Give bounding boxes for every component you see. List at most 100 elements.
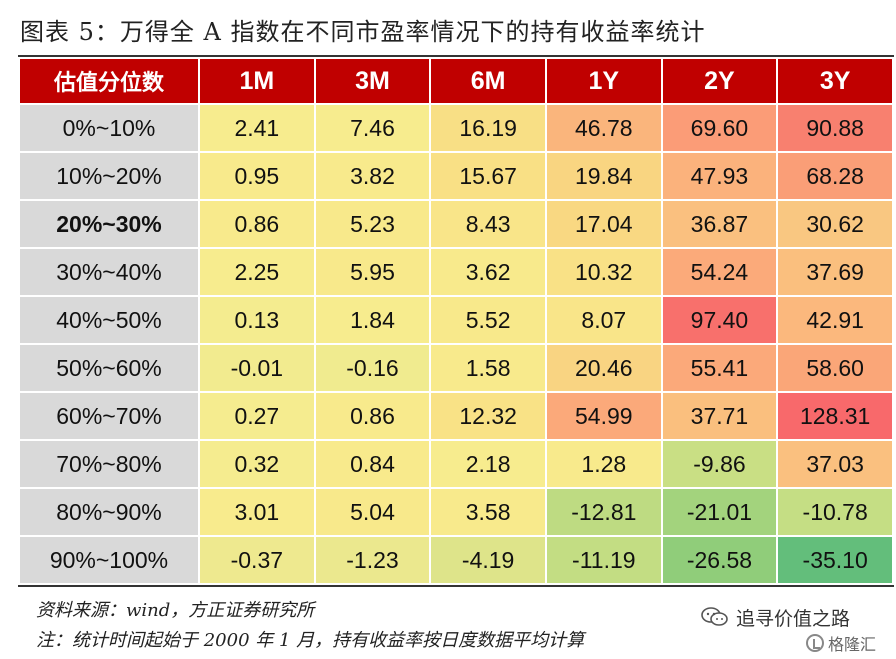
return-cell: 46.78: [544, 103, 663, 153]
return-cell: 7.46: [313, 103, 432, 153]
return-cell: 3.82: [313, 151, 432, 201]
return-cell: 30.62: [776, 199, 894, 249]
return-cell: 47.93: [660, 151, 779, 201]
row-label: 30%~40%: [18, 247, 200, 297]
return-cell: 58.60: [776, 343, 894, 393]
return-cell: 37.69: [776, 247, 894, 297]
table-row: 0%~10% 2.41 7.46 16.19 46.78 69.60 90.88: [18, 103, 894, 153]
return-cell: 128.31: [776, 391, 894, 441]
return-cell: 17.04: [544, 199, 663, 249]
return-cell: 1.58: [429, 343, 547, 393]
pe-return-table: 估值分位数 1M 3M 6M 1Y 2Y 3Y 0%~10% 2.41 7.46 16…: [18, 57, 894, 585]
return-cell: -10.78: [776, 487, 894, 537]
return-cell: 2.18: [429, 439, 547, 489]
return-cell: -1.23: [313, 535, 432, 585]
return-cell: 2.41: [198, 103, 316, 153]
return-cell: 0.32: [198, 439, 316, 489]
return-cell: -0.01: [198, 343, 316, 393]
table-bottom-rule: [18, 585, 894, 587]
return-cell: 8.43: [429, 199, 547, 249]
table-row: 20%~30% 0.86 5.23 8.43 17.04 36.87 30.62: [18, 199, 894, 249]
row-label: 90%~100%: [18, 535, 200, 585]
return-cell: 69.60: [660, 103, 779, 153]
return-cell: 12.32: [429, 391, 547, 441]
header-2y: 2Y: [660, 57, 779, 105]
return-cell: 10.32: [544, 247, 663, 297]
return-cell: 8.07: [544, 295, 663, 345]
return-cell: -0.16: [313, 343, 432, 393]
header-1m: 1M: [198, 57, 316, 105]
return-cell: -4.19: [429, 535, 547, 585]
return-cell: 0.86: [198, 199, 316, 249]
table-row: 40%~50% 0.13 1.84 5.52 8.07 97.40 42.91: [18, 295, 894, 345]
wechat-icon: [701, 607, 728, 626]
return-cell: 3.58: [429, 487, 547, 537]
row-label: 0%~10%: [18, 103, 200, 153]
return-cell: 5.23: [313, 199, 432, 249]
return-cell: 15.67: [429, 151, 547, 201]
return-cell: 55.41: [660, 343, 779, 393]
return-cell: 0.84: [313, 439, 432, 489]
figure-title: 图表 5：万得全 A 指数在不同市盈率情况下的持有收益率统计: [20, 18, 706, 46]
return-cell: 5.04: [313, 487, 432, 537]
row-label: 40%~50%: [18, 295, 200, 345]
wechat-watermark: 追寻价值之路: [700, 604, 850, 630]
source-note: 资料来源：wind，方正证券研究所: [36, 600, 315, 621]
return-cell: 97.40: [660, 295, 779, 345]
row-label: 50%~60%: [18, 343, 200, 393]
return-cell: -9.86: [660, 439, 779, 489]
return-cell: 68.28: [776, 151, 894, 201]
return-cell: 54.24: [660, 247, 779, 297]
table-body: 0%~10% 2.41 7.46 16.19 46.78 69.60 90.88 10%~20…: [18, 103, 894, 585]
table-row: 80%~90% 3.01 5.04 3.58 -12.81 -21.01 -10.78: [18, 487, 894, 537]
return-cell: 5.52: [429, 295, 547, 345]
return-cell: 37.71: [660, 391, 779, 441]
remark-note: 注：统计时间起始于 2000 年 1 月，持有收益率按日度数据平均计算: [36, 630, 585, 651]
row-label: 20%~30%: [18, 199, 200, 249]
gelonghui-logo-icon: [806, 634, 824, 652]
header-1y: 1Y: [544, 57, 663, 105]
header-valuation-percentile: 估值分位数: [18, 57, 200, 105]
return-cell: 54.99: [544, 391, 663, 441]
return-cell: 36.87: [660, 199, 779, 249]
return-cell: 1.84: [313, 295, 432, 345]
return-cell: -12.81: [544, 487, 663, 537]
return-cell: 0.86: [313, 391, 432, 441]
return-cell: -21.01: [660, 487, 779, 537]
return-cell: 0.27: [198, 391, 316, 441]
return-cell: -35.10: [776, 535, 894, 585]
return-cell: 5.95: [313, 247, 432, 297]
header-6m: 6M: [429, 57, 547, 105]
return-cell: 1.28: [544, 439, 663, 489]
table-row: 30%~40% 2.25 5.95 3.62 10.32 54.24 37.69: [18, 247, 894, 297]
return-cell: 0.13: [198, 295, 316, 345]
return-cell: 2.25: [198, 247, 316, 297]
header-3y: 3Y: [776, 57, 894, 105]
table-row: 70%~80% 0.32 0.84 2.18 1.28 -9.86 37.03: [18, 439, 894, 489]
return-cell: 0.95: [198, 151, 316, 201]
table-row: 60%~70% 0.27 0.86 12.32 54.99 37.71 128.31: [18, 391, 894, 441]
return-cell: 19.84: [544, 151, 663, 201]
return-cell: -0.37: [198, 535, 316, 585]
return-cell: 42.91: [776, 295, 894, 345]
return-cell: 20.46: [544, 343, 663, 393]
row-label: 70%~80%: [18, 439, 200, 489]
row-label: 80%~90%: [18, 487, 200, 537]
row-label: 60%~70%: [18, 391, 200, 441]
table-row: 50%~60% -0.01 -0.16 1.58 20.46 55.41 58.60: [18, 343, 894, 393]
table-header-row: 估值分位数 1M 3M 6M 1Y 2Y 3Y: [18, 57, 894, 105]
table-row: 10%~20% 0.95 3.82 15.67 19.84 47.93 68.28: [18, 151, 894, 201]
header-3m: 3M: [313, 57, 432, 105]
brand-watermark: 格隆汇: [806, 632, 876, 654]
return-cell: 37.03: [776, 439, 894, 489]
brand-label: 格隆汇: [828, 635, 877, 654]
return-cell: -26.58: [660, 535, 779, 585]
return-cell: -11.19: [544, 535, 663, 585]
return-cell: 90.88: [776, 103, 894, 153]
watermark-label: 追寻价值之路: [736, 607, 851, 630]
return-cell: 3.01: [198, 487, 316, 537]
row-label: 10%~20%: [18, 151, 200, 201]
table-row: 90%~100% -0.37 -1.23 -4.19 -11.19 -26.58 -35.1…: [18, 535, 894, 585]
table-top-rule: [18, 55, 894, 57]
return-cell: 16.19: [429, 103, 547, 153]
